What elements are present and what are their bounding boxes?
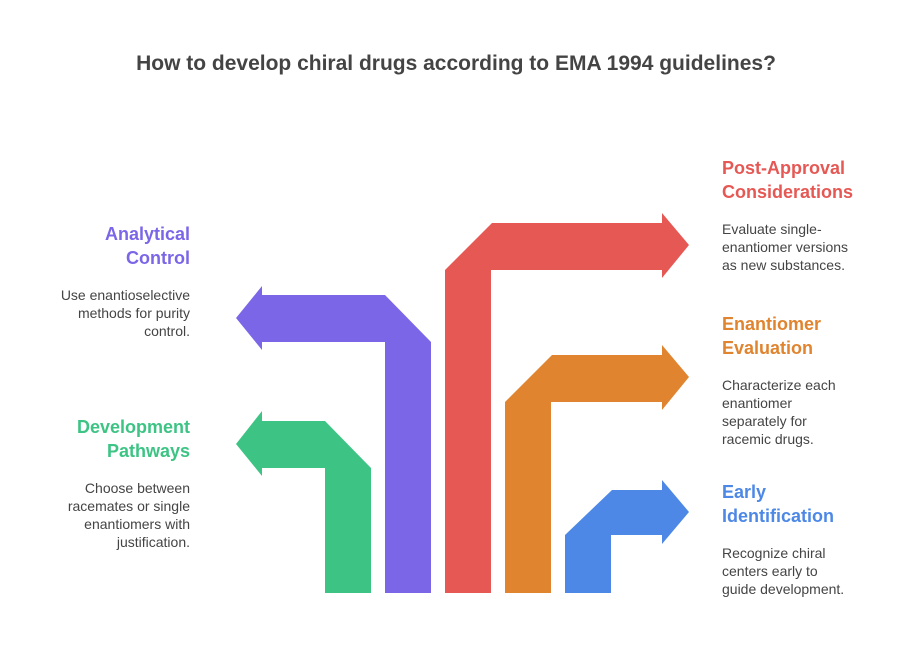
desc-line: Evaluate single-: [722, 221, 822, 237]
early-identification-heading: Early Identification: [722, 480, 897, 528]
desc-line: as new substances.: [722, 257, 845, 273]
post-approval-label: Post-Approval Considerations Evaluate si…: [722, 156, 897, 274]
desc-line: Characterize each: [722, 377, 836, 393]
enantiomer-evaluation-description: Characterize each enantiomer separately …: [722, 376, 897, 448]
heading-line: Control: [126, 248, 190, 268]
heading-line: Early: [722, 482, 767, 502]
desc-line: enantiomers with: [84, 516, 190, 532]
analytical-control-description: Use enantioselective methods for purity …: [20, 286, 190, 340]
development-pathways-heading: Development Pathways: [20, 415, 190, 463]
heading-line: Post-Approval: [722, 158, 846, 178]
heading-line: Pathways: [106, 441, 190, 461]
development-pathways-label: Development Pathways Choose between race…: [20, 415, 190, 551]
postapproval-bar: [445, 270, 491, 593]
desc-line: Choose between: [84, 480, 190, 496]
post-approval-heading: Post-Approval Considerations: [722, 156, 897, 204]
analytical-arrow: [236, 286, 431, 350]
development-bar: [325, 468, 371, 593]
early-bar: [565, 535, 611, 593]
early-identification-description: Recognize chiral centers early to guide …: [722, 544, 897, 598]
analytical-control-heading: Analytical Control: [20, 222, 190, 270]
desc-line: control.: [144, 323, 190, 339]
enantiomer-arrow: [505, 345, 689, 410]
desc-line: racemates or single: [67, 498, 190, 514]
early-arrow: [565, 480, 689, 544]
diagram-title: How to develop chiral drugs according to…: [136, 52, 776, 75]
development-arrow: [236, 411, 371, 476]
analytical-bar: [385, 342, 431, 593]
enantiomer-evaluation-label: Enantiomer Evaluation Characterize each …: [722, 312, 897, 448]
enantiomer-bar: [505, 402, 551, 593]
heading-line: Identification: [722, 506, 834, 526]
heading-line: Considerations: [722, 182, 854, 202]
desc-line: justification.: [116, 534, 190, 550]
early-identification-label: Early Identification Recognize chiral ce…: [722, 480, 897, 598]
analytical-control-label: Analytical Control Use enantioselective …: [20, 222, 190, 340]
postapproval-arrow: [445, 213, 689, 278]
desc-line: racemic drugs.: [722, 431, 814, 447]
desc-line: enantiomer: [722, 395, 793, 411]
desc-line: centers early to: [722, 563, 818, 579]
desc-line: methods for purity: [77, 305, 190, 321]
heading-line: Analytical: [104, 224, 190, 244]
post-approval-description: Evaluate single- enantiomer versions as …: [722, 220, 897, 274]
heading-line: Enantiomer: [722, 314, 822, 334]
desc-line: separately for: [722, 413, 807, 429]
heading-line: Evaluation: [722, 338, 814, 358]
desc-line: guide development.: [722, 581, 845, 597]
desc-line: Recognize chiral: [722, 545, 826, 561]
enantiomer-evaluation-heading: Enantiomer Evaluation: [722, 312, 897, 360]
development-pathways-description: Choose between racemates or single enant…: [20, 479, 190, 551]
desc-line: Use enantioselective: [60, 287, 190, 303]
desc-line: enantiomer versions: [722, 239, 849, 255]
heading-line: Development: [76, 417, 190, 437]
